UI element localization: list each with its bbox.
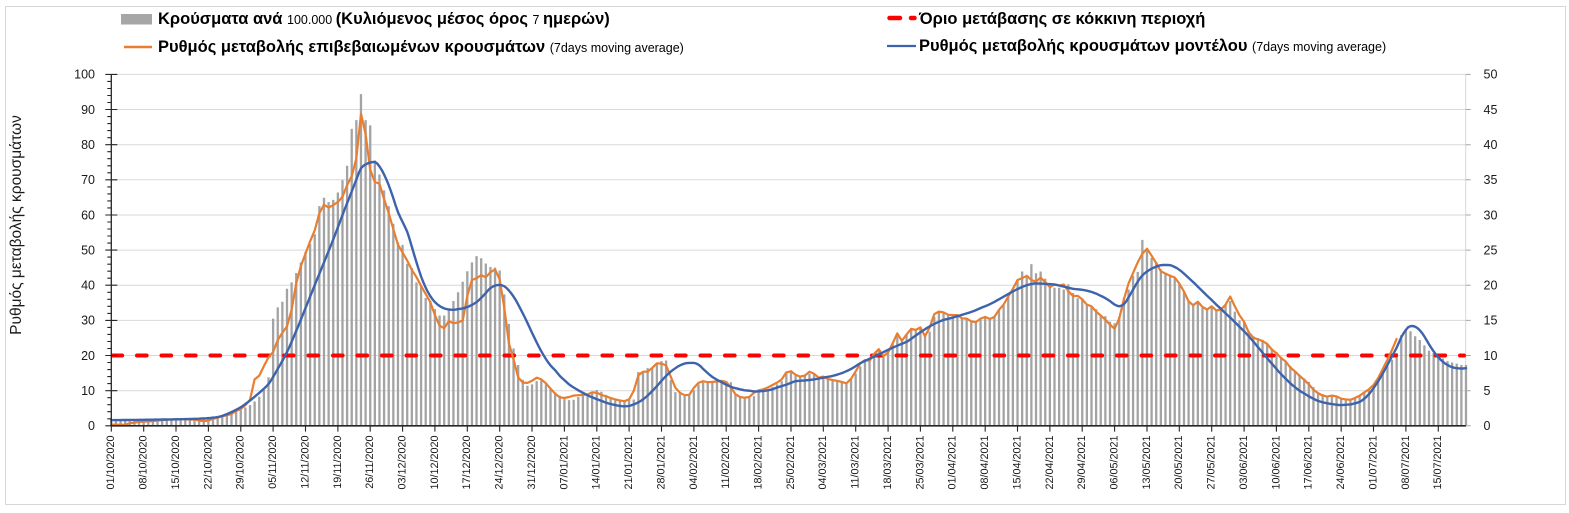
svg-text:12/11/2020: 12/11/2020 <box>299 436 311 489</box>
svg-text:0: 0 <box>1484 419 1491 433</box>
svg-text:15: 15 <box>1484 314 1498 328</box>
svg-text:24/12/2020: 24/12/2020 <box>494 436 506 490</box>
svg-text:Ρυθμός μεταβολής κρουσμάτων: Ρυθμός μεταβολής κρουσμάτων <box>8 115 25 335</box>
svg-text:03/06/2021: 03/06/2021 <box>1238 436 1250 490</box>
svg-text:20/05/2021: 20/05/2021 <box>1173 436 1185 490</box>
svg-text:04/03/2021: 04/03/2021 <box>817 436 829 490</box>
svg-text:Ρυθμός μεταβολής επιβεβαιωμένω: Ρυθμός μεταβολής επιβεβαιωμένων κρουσμάτ… <box>158 38 684 56</box>
svg-text:03/12/2020: 03/12/2020 <box>396 436 408 490</box>
svg-text:26/11/2020: 26/11/2020 <box>364 436 376 489</box>
svg-text:20: 20 <box>1484 279 1498 293</box>
svg-text:06/05/2021: 06/05/2021 <box>1108 436 1120 490</box>
svg-text:07/01/2021: 07/01/2021 <box>558 436 570 490</box>
svg-text:15/10/2020: 15/10/2020 <box>170 436 182 490</box>
svg-text:80: 80 <box>81 138 95 152</box>
svg-text:22/04/2021: 22/04/2021 <box>1044 436 1056 490</box>
svg-text:17/06/2021: 17/06/2021 <box>1303 436 1315 490</box>
svg-text:5: 5 <box>1484 384 1491 398</box>
svg-text:11/02/2021: 11/02/2021 <box>720 436 732 489</box>
svg-text:60: 60 <box>81 208 95 222</box>
svg-text:05/11/2020: 05/11/2020 <box>267 436 279 489</box>
svg-text:08/04/2021: 08/04/2021 <box>979 435 991 489</box>
svg-text:100: 100 <box>74 68 95 82</box>
svg-text:15/07/2021: 15/07/2021 <box>1432 436 1444 490</box>
svg-text:18/03/2021: 18/03/2021 <box>882 436 894 490</box>
svg-text:25/02/2021: 25/02/2021 <box>785 436 797 490</box>
svg-text:01/10/2020: 01/10/2020 <box>105 436 117 490</box>
svg-text:10/06/2021: 10/06/2021 <box>1270 436 1282 490</box>
svg-text:31/12/2020: 31/12/2020 <box>526 436 538 490</box>
svg-text:50: 50 <box>1484 68 1498 82</box>
svg-text:30: 30 <box>1484 208 1498 222</box>
svg-text:01/04/2021: 01/04/2021 <box>947 436 959 490</box>
svg-text:45: 45 <box>1484 103 1498 117</box>
svg-text:15/04/2021: 15/04/2021 <box>1011 436 1023 490</box>
svg-text:08/07/2021: 08/07/2021 <box>1400 436 1412 490</box>
svg-text:25: 25 <box>1484 243 1498 257</box>
svg-text:10/12/2020: 10/12/2020 <box>429 436 441 490</box>
svg-text:04/02/2021: 04/02/2021 <box>688 436 700 490</box>
svg-text:50: 50 <box>81 243 95 257</box>
svg-text:19/11/2020: 19/11/2020 <box>332 436 344 489</box>
svg-text:21/01/2021: 21/01/2021 <box>623 436 635 490</box>
svg-text:90: 90 <box>81 103 95 117</box>
svg-text:20: 20 <box>81 349 95 363</box>
svg-text:25/03/2021: 25/03/2021 <box>914 436 926 490</box>
svg-text:30: 30 <box>81 314 95 328</box>
svg-text:08/10/2020: 08/10/2020 <box>138 436 150 490</box>
svg-text:29/04/2021: 29/04/2021 <box>1076 436 1088 490</box>
svg-text:Ρυθμός μεταβολής κρουσμάτων μο: Ρυθμός μεταβολής κρουσμάτων μοντέλου (7d… <box>919 37 1386 55</box>
svg-text:29/10/2020: 29/10/2020 <box>235 436 247 490</box>
svg-text:0: 0 <box>88 419 95 433</box>
svg-text:10: 10 <box>81 384 95 398</box>
svg-text:Κρούσματα ανά 100.000 (Κυλιόμε: Κρούσματα ανά 100.000 (Κυλιόμενος μέσος … <box>158 10 610 28</box>
svg-text:18/02/2021: 18/02/2021 <box>752 436 764 490</box>
svg-text:40: 40 <box>1484 138 1498 152</box>
svg-text:24/06/2021: 24/06/2021 <box>1335 436 1347 490</box>
svg-text:13/05/2021: 13/05/2021 <box>1141 436 1153 490</box>
svg-text:10: 10 <box>1484 349 1498 363</box>
svg-text:22/10/2020: 22/10/2020 <box>202 436 214 490</box>
svg-text:40: 40 <box>81 279 95 293</box>
svg-text:28/01/2021: 28/01/2021 <box>655 436 667 490</box>
svg-text:35: 35 <box>1484 173 1498 187</box>
svg-text:14/01/2021: 14/01/2021 <box>591 436 603 490</box>
svg-text:11/03/2021: 11/03/2021 <box>850 436 862 489</box>
svg-text:70: 70 <box>81 173 95 187</box>
svg-text:Όριο μετάβασης σε κόκκινη περι: Όριο μετάβασης σε κόκκινη περιοχή <box>918 10 1205 28</box>
svg-text:01/07/2021: 01/07/2021 <box>1367 436 1379 490</box>
svg-text:17/12/2020: 17/12/2020 <box>461 436 473 490</box>
svg-text:27/05/2021: 27/05/2021 <box>1206 436 1218 490</box>
